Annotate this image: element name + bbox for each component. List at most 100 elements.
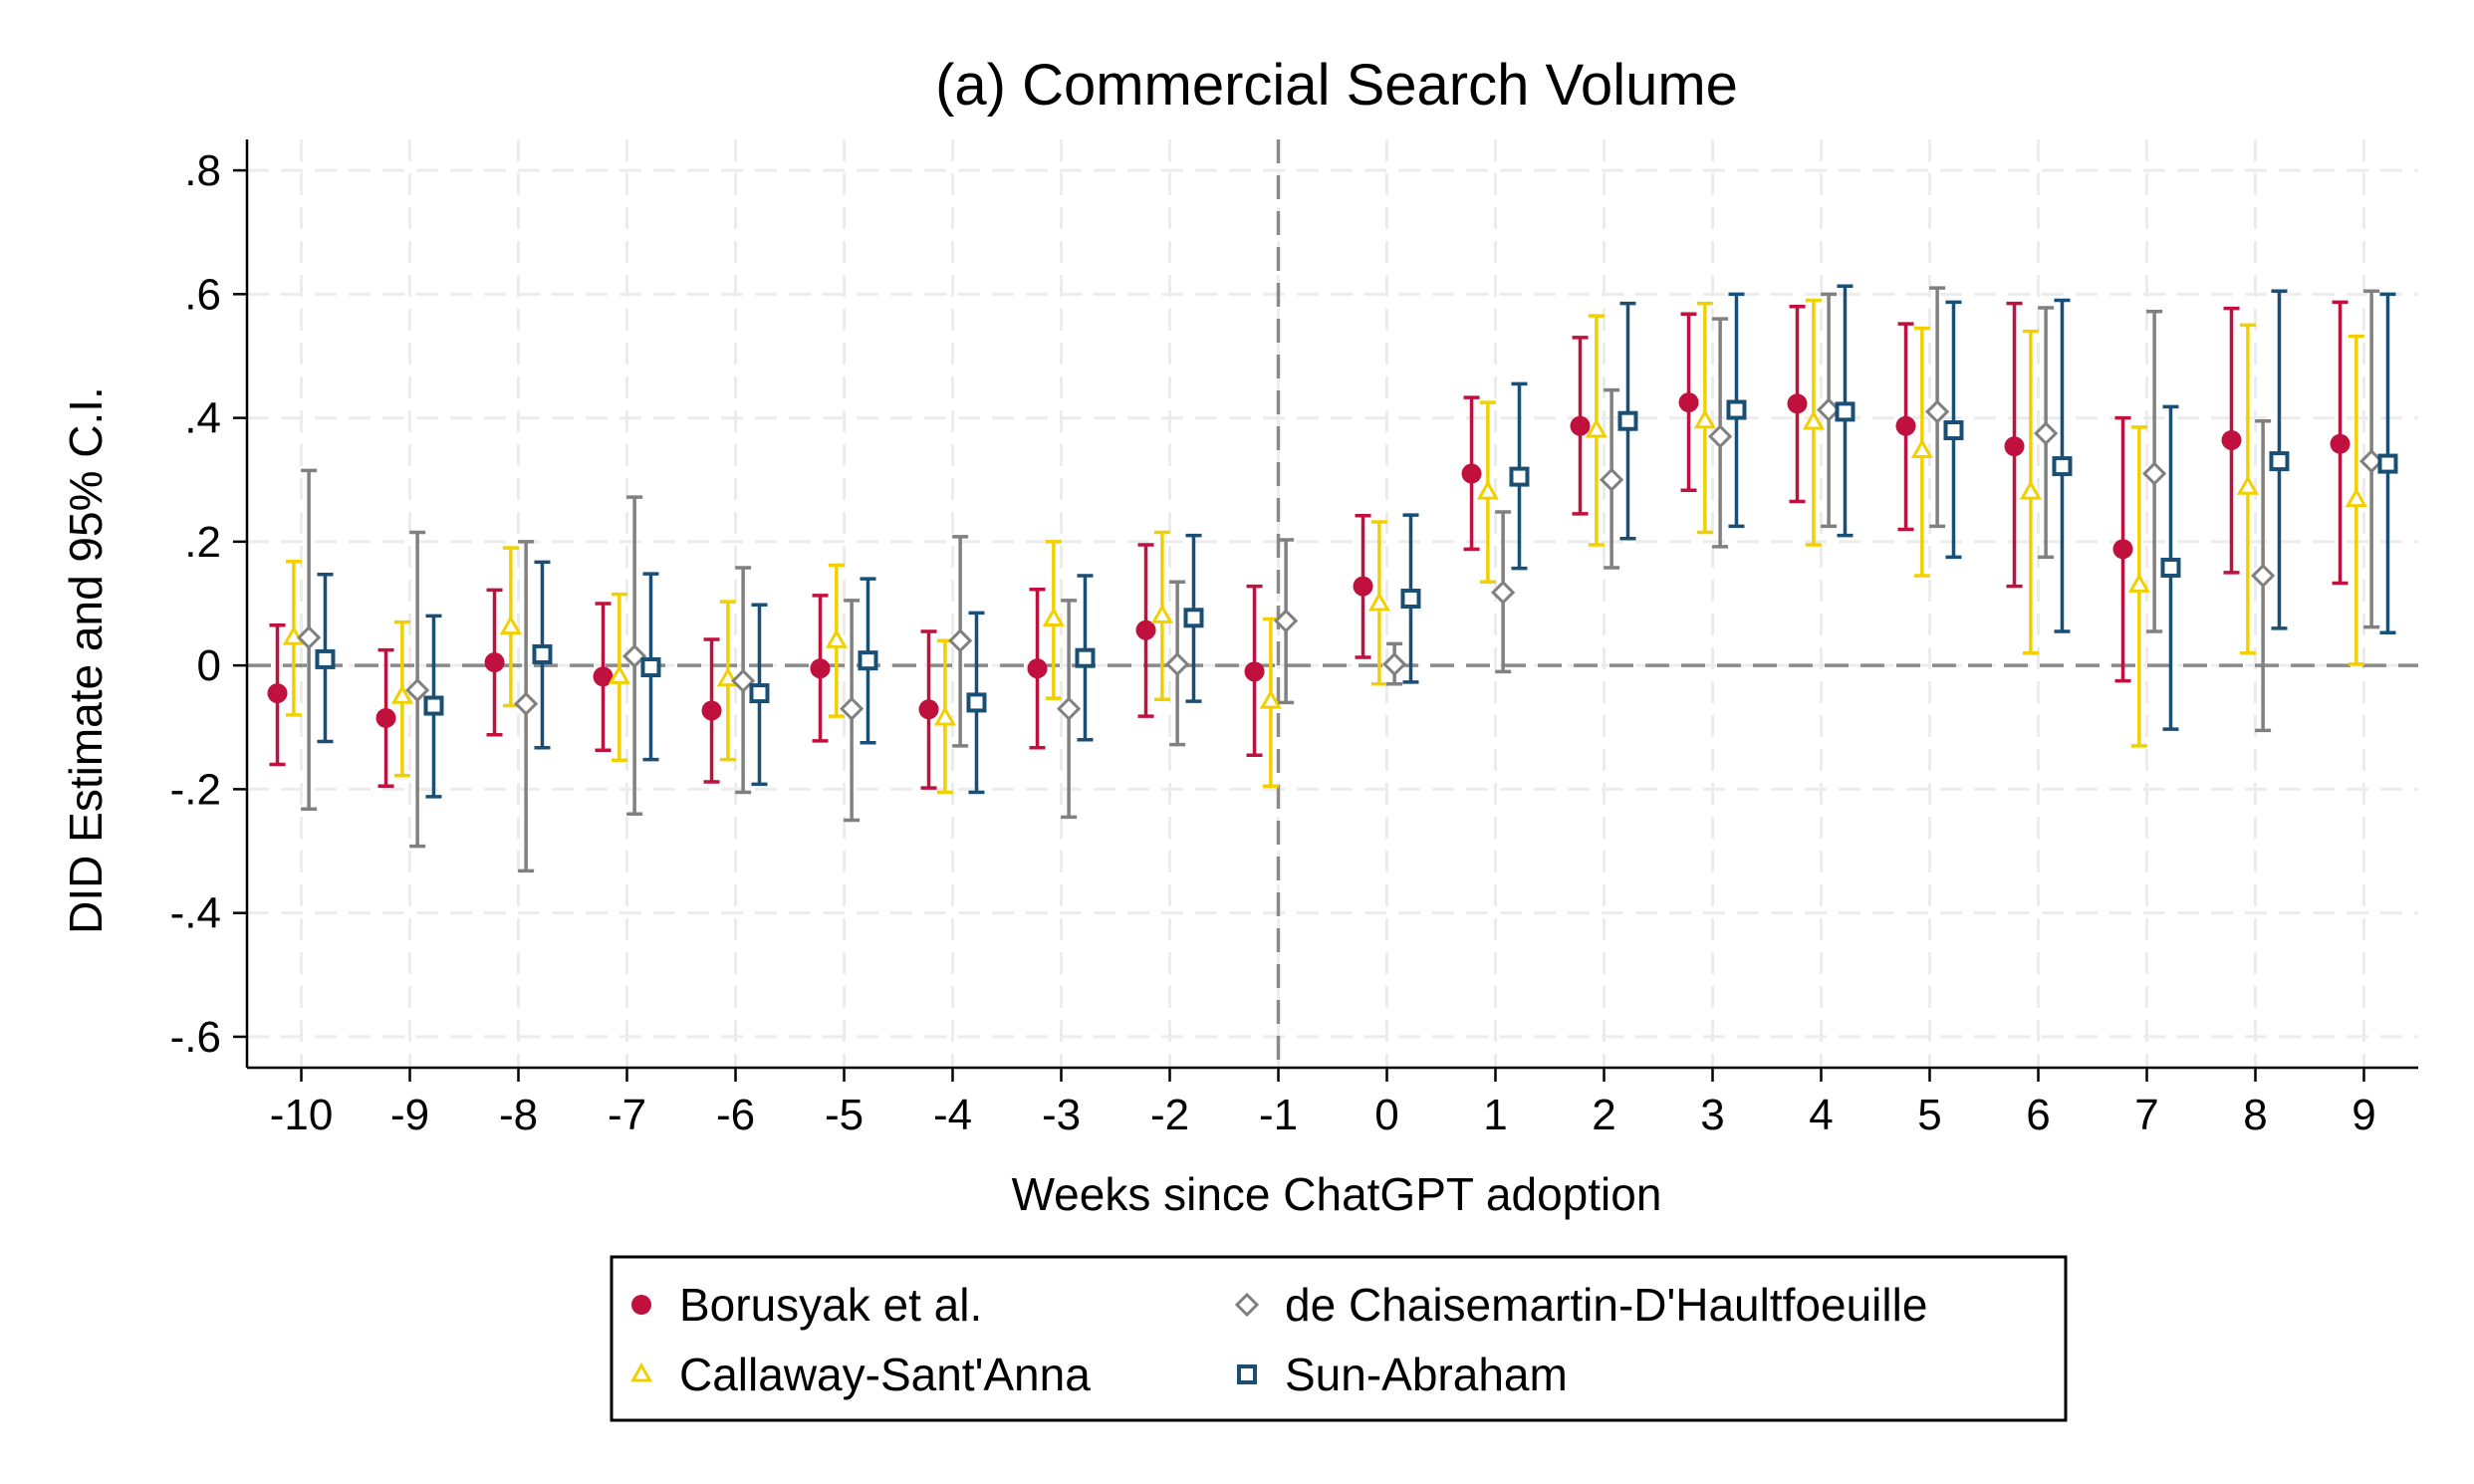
point-triangle <box>1802 409 1825 430</box>
point-triangle <box>2019 480 2042 500</box>
point-square <box>2160 557 2181 578</box>
point-triangle <box>2345 487 2367 508</box>
point-triangle <box>1585 417 1608 438</box>
x-tick-label: -9 <box>390 1091 429 1139</box>
x-tick-label: 1 <box>1483 1091 1507 1139</box>
point-square <box>2269 451 2290 472</box>
point-square <box>1075 647 1096 668</box>
x-tick-label: 3 <box>1700 1091 1724 1139</box>
point-triangle <box>1693 408 1716 429</box>
point-dot <box>375 707 396 728</box>
y-tick-label: .4 <box>184 394 221 443</box>
point-diamond <box>297 625 322 650</box>
point-diamond <box>514 691 539 716</box>
y-tick-label: 0 <box>197 641 221 690</box>
point-square <box>858 650 878 671</box>
legend-marker-triangle <box>629 1361 653 1382</box>
point-triangle <box>282 625 305 645</box>
legend-label: Sun-Abraham <box>1285 1349 1568 1400</box>
point-diamond <box>1274 609 1299 633</box>
x-tick-label: -8 <box>499 1091 538 1139</box>
point-square <box>966 692 987 713</box>
point-diamond <box>1925 399 1950 424</box>
x-tick-label: -4 <box>933 1091 972 1139</box>
x-tick-label: 8 <box>2243 1091 2267 1139</box>
point-dot <box>2112 539 2133 560</box>
point-diamond <box>731 668 756 693</box>
point-dot <box>918 699 939 720</box>
legend-marker-square <box>1237 1364 1257 1384</box>
point-square <box>640 656 661 677</box>
point-square <box>2052 456 2073 477</box>
point-dot <box>1570 415 1591 436</box>
x-tick-label: -2 <box>1150 1091 1189 1139</box>
point-triangle <box>608 664 630 684</box>
x-tick-label: 7 <box>2134 1091 2158 1139</box>
point-diamond <box>1708 424 1733 449</box>
y-tick-label: -.4 <box>170 889 221 938</box>
x-tick-label: 2 <box>1592 1091 1615 1139</box>
point-triangle <box>1042 607 1065 627</box>
point-dot <box>1895 415 1916 436</box>
series-square <box>315 284 2398 799</box>
series-marks <box>267 284 2398 873</box>
point-triangle <box>1150 604 1173 623</box>
point-dot <box>2330 433 2350 454</box>
point-triangle <box>1910 438 1933 459</box>
chart-title: (a) Commercial Search Volume <box>935 53 1738 118</box>
point-dot <box>593 666 614 687</box>
x-tick-label: -7 <box>608 1091 646 1139</box>
point-dot <box>1461 463 1482 484</box>
y-axis-label: DID Estimate and 95% C.I. <box>60 386 112 934</box>
x-tick-label: -1 <box>1259 1091 1298 1139</box>
point-square <box>2377 453 2398 474</box>
point-diamond <box>2251 563 2276 589</box>
x-tick-label: 9 <box>2351 1091 2375 1139</box>
legend-label: Borusyak et al. <box>679 1279 982 1331</box>
point-diamond <box>1491 580 1516 605</box>
y-tick-label: .8 <box>184 146 221 195</box>
point-square <box>532 643 553 664</box>
point-diamond <box>1165 651 1190 677</box>
point-dot <box>810 658 831 679</box>
point-dot <box>2221 429 2242 450</box>
reference-lines <box>247 139 2418 1068</box>
x-tick-label: 5 <box>1917 1091 1941 1139</box>
legend: Borusyak et al. Callaway-Sant'Anna de Chai… <box>610 1255 2068 1422</box>
point-diamond <box>1057 696 1082 721</box>
point-dot <box>1244 661 1265 682</box>
series-diamond <box>297 286 2384 873</box>
y-tick-label: -.6 <box>170 1013 221 1062</box>
point-square <box>1617 410 1638 431</box>
point-triangle <box>1259 689 1282 709</box>
point-diamond <box>1600 467 1624 492</box>
point-square <box>1183 608 1204 628</box>
point-diamond <box>840 696 865 721</box>
point-dot <box>1353 576 1373 597</box>
legend-label: de Chaisemartin-D'Haultfoeuille <box>1285 1279 1927 1331</box>
point-dot <box>701 700 722 721</box>
point-diamond <box>2034 421 2059 446</box>
point-dot <box>484 652 505 673</box>
point-diamond <box>622 643 647 668</box>
x-tick-label: -10 <box>270 1091 334 1139</box>
point-triangle <box>933 705 956 726</box>
legend-box <box>610 1255 2068 1422</box>
point-triangle <box>1367 591 1390 612</box>
legend-label: Callaway-Sant'Anna <box>679 1349 1091 1400</box>
axes: -.6-.4-.20.2.4.6.8-10 -9 -8 -7 -6 -5 -4 -3 -2 -1 0… <box>170 139 2418 1139</box>
point-square <box>1509 466 1530 487</box>
x-tick-label: -3 <box>1042 1091 1081 1139</box>
point-square <box>1400 589 1421 610</box>
x-axis-label: Weeks since ChatGPT adoption <box>1012 1168 1662 1220</box>
point-square <box>1726 399 1747 420</box>
x-tick-label: -5 <box>825 1091 864 1139</box>
point-triangle <box>2127 573 2150 593</box>
point-dot <box>1135 619 1156 640</box>
point-diamond <box>1382 651 1407 677</box>
point-diamond <box>2142 461 2167 486</box>
point-square <box>1943 420 1964 441</box>
point-dot <box>1027 658 1048 679</box>
point-diamond <box>948 628 973 653</box>
